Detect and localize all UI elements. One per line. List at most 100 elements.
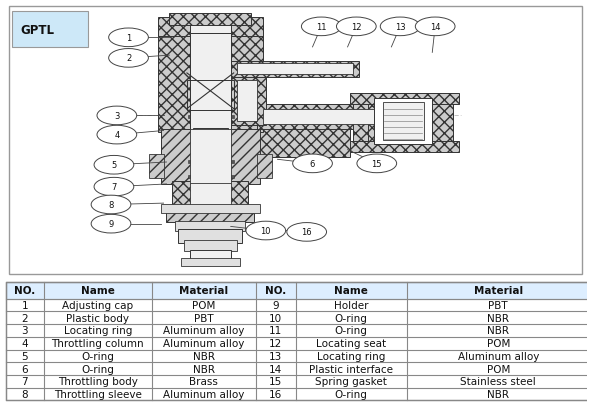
- Text: O-ring: O-ring: [335, 389, 368, 399]
- Bar: [175, 222, 245, 231]
- Bar: [184, 241, 237, 252]
- Bar: [158, 26, 190, 132]
- Circle shape: [97, 126, 137, 145]
- Text: 2: 2: [22, 313, 28, 323]
- Text: NO.: NO.: [265, 286, 286, 295]
- Bar: [231, 176, 234, 179]
- Text: 10: 10: [261, 226, 271, 235]
- Text: NBR: NBR: [193, 351, 215, 361]
- Text: 13: 13: [269, 351, 283, 361]
- Bar: [237, 64, 353, 75]
- Text: 3: 3: [114, 112, 120, 121]
- Text: Aluminum alloy: Aluminum alloy: [163, 326, 245, 336]
- Text: 6: 6: [22, 364, 28, 374]
- Bar: [257, 154, 271, 179]
- Text: Throttling body: Throttling body: [58, 376, 138, 386]
- Text: Material: Material: [179, 286, 228, 295]
- Circle shape: [109, 49, 149, 68]
- Bar: [374, 98, 432, 145]
- Text: Material: Material: [474, 286, 523, 295]
- Text: 9: 9: [109, 220, 114, 228]
- Text: 12: 12: [351, 23, 362, 32]
- Text: Plastic body: Plastic body: [66, 313, 129, 323]
- Circle shape: [94, 178, 134, 196]
- Circle shape: [293, 155, 332, 173]
- Text: 1: 1: [126, 34, 131, 43]
- Bar: [190, 250, 231, 261]
- Text: 6: 6: [310, 160, 315, 168]
- Bar: [196, 142, 225, 153]
- Bar: [160, 130, 260, 184]
- Bar: [231, 161, 234, 164]
- Bar: [158, 18, 263, 37]
- Bar: [350, 142, 458, 153]
- Text: Adjusting cap: Adjusting cap: [63, 300, 133, 310]
- Text: 4: 4: [22, 338, 28, 348]
- Bar: [353, 98, 368, 146]
- Text: Aluminum alloy: Aluminum alloy: [163, 338, 245, 348]
- Text: POM: POM: [487, 364, 510, 374]
- Bar: [263, 109, 380, 124]
- Bar: [172, 182, 248, 212]
- Text: NBR: NBR: [487, 326, 509, 336]
- Text: Locating ring: Locating ring: [317, 351, 385, 361]
- Bar: [257, 105, 385, 130]
- Text: 16: 16: [269, 389, 283, 399]
- Bar: [198, 152, 223, 162]
- Bar: [181, 258, 240, 266]
- Text: 11: 11: [269, 326, 283, 336]
- Text: O-ring: O-ring: [335, 326, 368, 336]
- Text: Stainless steel: Stainless steel: [460, 376, 536, 386]
- Bar: [231, 115, 234, 119]
- Text: Plastic interface: Plastic interface: [309, 364, 393, 374]
- Circle shape: [246, 222, 286, 240]
- Bar: [6, 282, 590, 299]
- Text: NBR: NBR: [487, 389, 509, 399]
- Text: PBT: PBT: [194, 313, 214, 323]
- Text: Aluminum alloy: Aluminum alloy: [458, 351, 539, 361]
- Text: 14: 14: [430, 23, 440, 32]
- Text: Name: Name: [334, 286, 368, 295]
- Bar: [188, 115, 191, 119]
- Bar: [257, 127, 350, 157]
- Text: Throttling column: Throttling column: [51, 338, 144, 348]
- Bar: [169, 14, 251, 26]
- Bar: [237, 81, 257, 122]
- Text: GPTL: GPTL: [21, 23, 54, 36]
- Text: 5: 5: [112, 161, 117, 170]
- Text: 1: 1: [22, 300, 28, 310]
- Text: Locating seat: Locating seat: [316, 338, 386, 348]
- Bar: [231, 62, 359, 78]
- Circle shape: [109, 29, 149, 47]
- Bar: [178, 230, 242, 243]
- Text: 5: 5: [22, 351, 28, 361]
- Circle shape: [91, 215, 131, 233]
- Text: NBR: NBR: [193, 364, 215, 374]
- Text: Brass: Brass: [189, 376, 218, 386]
- Text: O-ring: O-ring: [81, 364, 114, 374]
- Bar: [382, 102, 424, 141]
- Bar: [160, 205, 260, 213]
- Bar: [231, 78, 266, 126]
- Bar: [190, 34, 231, 132]
- Bar: [149, 154, 163, 179]
- Circle shape: [301, 18, 341, 36]
- Text: Throttling sleeve: Throttling sleeve: [54, 389, 142, 399]
- Bar: [187, 81, 234, 111]
- Bar: [190, 183, 231, 208]
- Circle shape: [94, 156, 134, 175]
- Bar: [350, 94, 458, 105]
- Text: 9: 9: [273, 300, 279, 310]
- Text: 16: 16: [301, 228, 312, 237]
- Text: 4: 4: [114, 131, 119, 140]
- Bar: [193, 128, 228, 143]
- Text: 2: 2: [126, 54, 131, 63]
- Bar: [430, 101, 453, 143]
- Circle shape: [97, 107, 137, 126]
- Text: Aluminum alloy: Aluminum alloy: [163, 389, 245, 399]
- Text: PBT: PBT: [489, 300, 508, 310]
- Text: NO.: NO.: [14, 286, 35, 295]
- Bar: [12, 12, 88, 48]
- Circle shape: [287, 223, 326, 242]
- Text: O-ring: O-ring: [81, 351, 114, 361]
